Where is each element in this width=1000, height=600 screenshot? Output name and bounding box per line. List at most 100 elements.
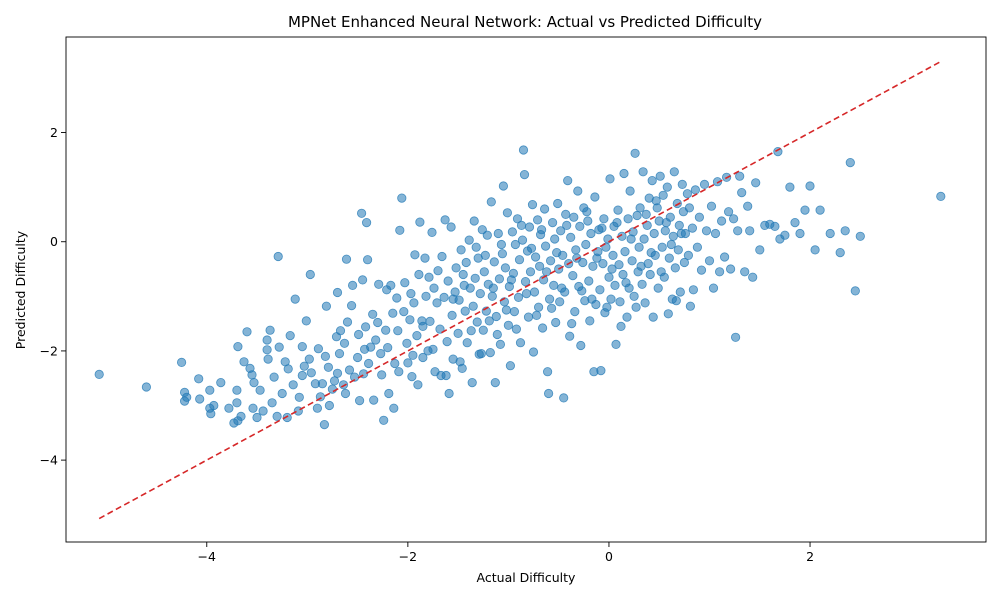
data-point [790, 218, 800, 228]
data-point [379, 415, 389, 425]
data-point [706, 201, 717, 211]
data-point [332, 368, 343, 378]
data-point [518, 145, 529, 155]
data-point [263, 354, 273, 364]
data-point [708, 283, 719, 293]
data-point [377, 370, 387, 380]
data-point [421, 291, 431, 301]
data-point [429, 283, 439, 293]
data-point [456, 245, 466, 255]
data-point [305, 269, 315, 280]
x-tick-label: −2 [399, 549, 417, 564]
data-point [730, 332, 741, 342]
data-point [525, 267, 536, 277]
data-point [513, 292, 524, 302]
data-point [512, 214, 523, 224]
data-point [748, 272, 758, 282]
data-point [344, 365, 355, 375]
data-point [555, 297, 565, 307]
x-tick-label: 2 [806, 549, 814, 564]
data-point [282, 412, 292, 423]
data-point [366, 342, 376, 352]
data-point [534, 261, 545, 271]
data-point [324, 400, 334, 411]
reference-line [98, 60, 942, 520]
data-point [320, 351, 330, 361]
data-point [357, 275, 368, 285]
data-point [585, 316, 595, 326]
data-point [418, 321, 428, 331]
data-point [506, 275, 516, 285]
data-point [536, 225, 547, 235]
data-point [637, 279, 647, 289]
data-point [360, 322, 371, 332]
data-point [487, 291, 497, 301]
data-point [486, 197, 496, 207]
data-point [630, 148, 640, 158]
data-point [528, 347, 539, 357]
data-point [439, 292, 449, 302]
data-point [242, 327, 252, 337]
data-point [442, 336, 452, 347]
data-point [488, 283, 498, 293]
data-point [510, 239, 521, 250]
data-point [655, 171, 665, 181]
data-point [595, 285, 605, 295]
data-point [825, 228, 835, 239]
data-point [773, 147, 783, 157]
data-point [489, 257, 499, 267]
data-point [393, 326, 403, 336]
data-point [283, 364, 293, 374]
data-point [602, 302, 612, 312]
data-point [699, 179, 710, 189]
data-point [557, 283, 567, 293]
data-point [547, 218, 558, 228]
y-axis-ticks: −4 −2 0 2 [40, 125, 66, 468]
data-point [265, 325, 275, 335]
data-point [546, 303, 557, 313]
data-point [622, 312, 632, 322]
data-point [369, 395, 379, 405]
data-point [384, 388, 394, 399]
data-point [608, 250, 618, 260]
data-point [743, 201, 753, 211]
data-point [433, 266, 443, 276]
data-point [262, 345, 272, 355]
data-point [572, 253, 582, 263]
data-point [620, 247, 630, 257]
data-point [737, 188, 747, 198]
data-point [675, 287, 685, 297]
data-point [247, 370, 257, 380]
data-point [236, 411, 246, 421]
data-point [646, 248, 656, 258]
data-point [294, 392, 304, 402]
data-point [501, 305, 511, 315]
data-point [495, 339, 505, 349]
data-point [327, 384, 337, 394]
data-point [549, 280, 559, 290]
data-point [521, 288, 532, 299]
data-point [755, 245, 765, 255]
data-point [321, 301, 331, 311]
data-point [770, 221, 780, 231]
data-point [362, 255, 373, 265]
data-point [224, 403, 234, 413]
data-point [539, 204, 550, 214]
chart-title: MPNet Enhanced Neural Network: Actual vs… [288, 13, 762, 31]
data-point [361, 218, 372, 228]
data-point [437, 251, 447, 262]
data-point [443, 276, 453, 286]
data-point [412, 330, 422, 341]
data-point [519, 170, 530, 180]
data-point [478, 325, 488, 335]
data-point [406, 288, 416, 299]
data-point [562, 220, 572, 230]
data-point [341, 254, 352, 264]
data-point [332, 287, 343, 298]
data-point [194, 374, 204, 384]
data-point [461, 257, 471, 268]
data-point [353, 329, 364, 340]
data-point [497, 249, 507, 259]
data-point [629, 291, 639, 301]
data-point [550, 234, 560, 244]
